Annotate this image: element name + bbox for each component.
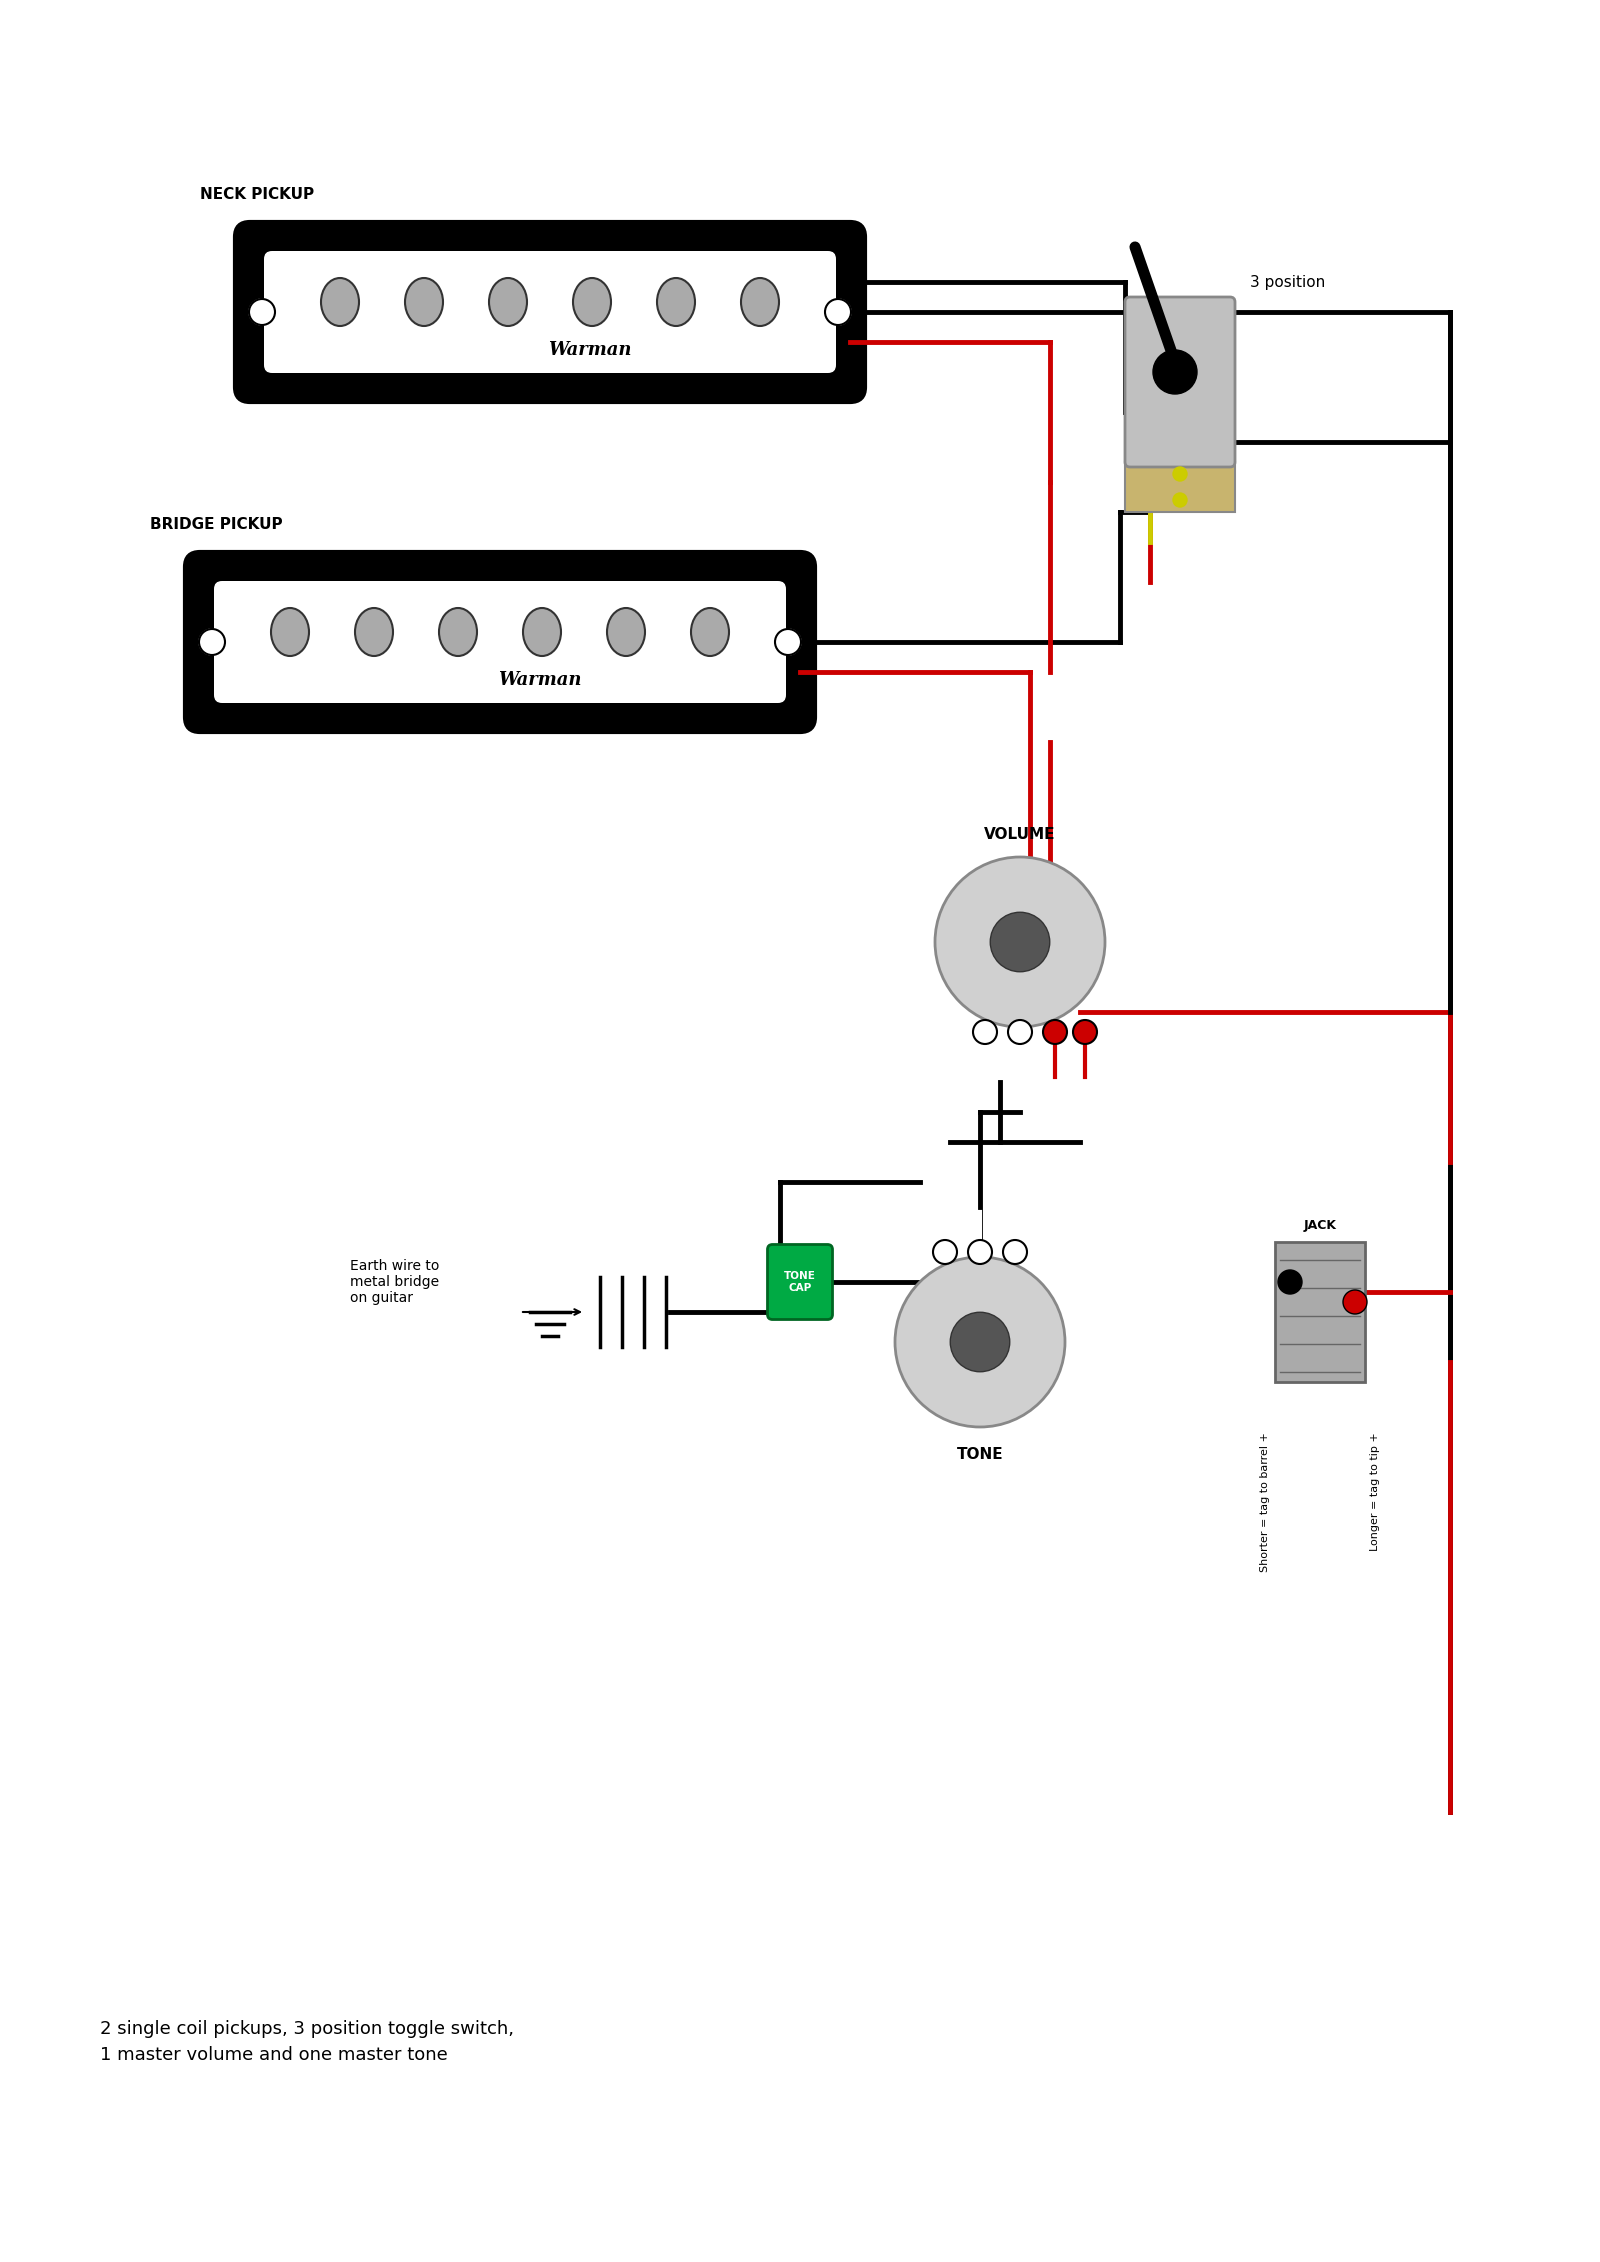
Circle shape [934, 857, 1106, 1027]
Text: TONE: TONE [957, 1448, 1003, 1461]
Circle shape [990, 912, 1050, 973]
Text: Warman: Warman [498, 672, 582, 690]
Text: Warman: Warman [549, 342, 632, 360]
Bar [1275, 1242, 1365, 1382]
Text: Longer = tag to tip +: Longer = tag to tip + [1370, 1432, 1379, 1552]
Circle shape [933, 1240, 957, 1264]
Text: Earth wire to
metal bridge
on guitar: Earth wire to metal bridge on guitar [350, 1258, 440, 1305]
Circle shape [198, 629, 226, 656]
Ellipse shape [523, 608, 562, 656]
Ellipse shape [658, 278, 694, 326]
Circle shape [894, 1258, 1066, 1427]
Circle shape [950, 1312, 1010, 1371]
Text: 3 position: 3 position [1250, 274, 1325, 290]
FancyBboxPatch shape [186, 552, 814, 733]
Text: A250k: A250k [946, 925, 984, 939]
Ellipse shape [573, 278, 611, 326]
Circle shape [1003, 1240, 1027, 1264]
Ellipse shape [691, 608, 730, 656]
FancyBboxPatch shape [264, 251, 835, 373]
Circle shape [968, 1240, 992, 1264]
Ellipse shape [405, 278, 443, 326]
Circle shape [1043, 1020, 1067, 1045]
FancyBboxPatch shape [235, 222, 866, 403]
Text: B250k: B250k [1000, 1346, 1040, 1359]
Circle shape [1278, 1269, 1302, 1294]
Ellipse shape [322, 278, 358, 326]
Bar [1125, 461, 1235, 511]
FancyBboxPatch shape [1125, 296, 1235, 466]
Ellipse shape [438, 608, 477, 656]
Circle shape [826, 299, 851, 326]
Ellipse shape [355, 608, 394, 656]
FancyBboxPatch shape [214, 581, 786, 703]
Text: NECK PICKUP: NECK PICKUP [200, 188, 314, 201]
Text: 2 single coil pickups, 3 position toggle switch,
1 master volume and one master : 2 single coil pickups, 3 position toggle… [99, 2020, 514, 2065]
Ellipse shape [490, 278, 526, 326]
Text: BRIDGE PICKUP: BRIDGE PICKUP [150, 518, 283, 532]
Circle shape [973, 1020, 997, 1045]
Circle shape [774, 629, 802, 656]
Text: Shorter = tag to barrel +: Shorter = tag to barrel + [1259, 1432, 1270, 1572]
Circle shape [1008, 1020, 1032, 1045]
Text: VOLUME: VOLUME [984, 828, 1056, 841]
Ellipse shape [270, 608, 309, 656]
FancyBboxPatch shape [768, 1244, 832, 1319]
Circle shape [1154, 351, 1197, 394]
Ellipse shape [606, 608, 645, 656]
Circle shape [1342, 1289, 1366, 1314]
Circle shape [1173, 466, 1187, 482]
Ellipse shape [741, 278, 779, 326]
Text: TONE
CAP: TONE CAP [784, 1271, 816, 1294]
Circle shape [250, 299, 275, 326]
Text: JACK: JACK [1304, 1219, 1336, 1233]
Circle shape [1173, 493, 1187, 507]
Circle shape [1074, 1020, 1098, 1045]
